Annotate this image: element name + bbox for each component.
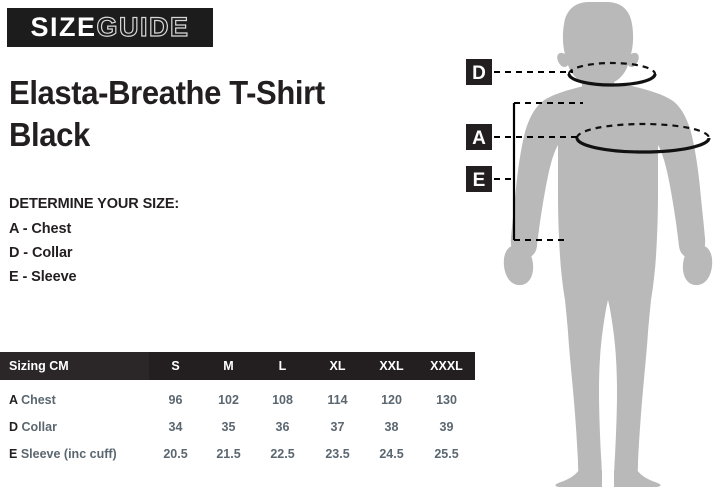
size-table: Sizing CM S M L XL XXL XXXL A Chest 96 1… <box>0 352 475 467</box>
chest-measure-ellipse <box>575 122 711 154</box>
legend-item-chest: A - Chest <box>9 221 72 237</box>
logo-outline-word: GUIDE <box>96 12 190 42</box>
badge-letter-d: D <box>472 63 486 84</box>
cell-sleeve-xxxl: 25.5 <box>418 440 475 467</box>
collar-measure-ellipse <box>567 61 657 87</box>
table-row: D Collar 34 35 36 37 38 39 <box>0 413 475 440</box>
row-label-sleeve: E Sleeve (inc cuff) <box>0 440 149 467</box>
cell-sleeve-l: 22.5 <box>255 440 310 467</box>
table-header-xxxl: XXXL <box>418 352 475 380</box>
table-header-row: Sizing CM S M L XL XXL XXXL <box>0 352 475 380</box>
row-letter-a: A <box>9 392 18 407</box>
table-header-sizing-cm: Sizing CM <box>0 352 149 380</box>
table-row: E Sleeve (inc cuff) 20.5 21.5 22.5 23.5 … <box>0 440 475 467</box>
size-guide-logo-banner: SIZEGUIDE <box>7 8 213 47</box>
size-table-grid: Sizing CM S M L XL XXL XXXL A Chest 96 1… <box>0 352 475 467</box>
cell-chest-xxxl: 130 <box>418 380 475 413</box>
logo-text: SIZEGUIDE <box>30 12 190 42</box>
cell-chest-m: 102 <box>202 380 255 413</box>
row-label-collar: D Collar <box>0 413 149 440</box>
badge-letter-a: A <box>472 128 486 149</box>
cell-sleeve-xxl: 24.5 <box>365 440 418 467</box>
badge-letter-e: E <box>473 170 486 191</box>
table-header-l: L <box>255 352 310 380</box>
cell-collar-l: 36 <box>255 413 310 440</box>
size-table-head: Sizing CM S M L XL XXL XXXL <box>0 352 475 380</box>
cell-sleeve-s: 20.5 <box>149 440 202 467</box>
cell-sleeve-xl: 23.5 <box>310 440 365 467</box>
body-measurement-diagram: D A E <box>455 0 719 488</box>
legend-item-sleeve: E - Sleeve <box>9 269 77 285</box>
cell-collar-m: 35 <box>202 413 255 440</box>
size-table-body: A Chest 96 102 108 114 120 130 D Collar … <box>0 380 475 467</box>
cell-collar-xl: 37 <box>310 413 365 440</box>
logo-solid-word: SIZE <box>30 12 97 42</box>
badge-e-sleeve: E <box>466 166 514 192</box>
legend-item-collar: D - Collar <box>9 245 73 261</box>
row-letter-d: D <box>9 419 19 434</box>
row-name-sleeve: Sleeve (inc cuff) <box>20 446 117 461</box>
cell-sleeve-m: 21.5 <box>202 440 255 467</box>
row-name-collar: Collar <box>21 419 57 434</box>
page-title: Elasta-Breathe T-Shirt Black <box>9 74 325 153</box>
table-header-xl: XL <box>310 352 365 380</box>
row-label-chest: A Chest <box>0 380 149 413</box>
cell-collar-s: 34 <box>149 413 202 440</box>
cell-chest-l: 108 <box>255 380 310 413</box>
badge-d-collar: D <box>466 59 573 85</box>
table-row: A Chest 96 102 108 114 120 130 <box>0 380 475 413</box>
determine-size-block: DETERMINE YOUR SIZE: A - Chest D - Colla… <box>9 196 309 293</box>
cell-collar-xxl: 38 <box>365 413 418 440</box>
male-silhouette-icon <box>503 2 713 487</box>
row-letter-e: E <box>9 446 18 461</box>
badge-a-chest: A <box>466 124 581 150</box>
determine-size-heading: DETERMINE YOUR SIZE: <box>9 196 180 212</box>
cell-chest-xl: 114 <box>310 380 365 413</box>
table-header-m: M <box>202 352 255 380</box>
table-header-xxl: XXL <box>365 352 418 380</box>
cell-chest-xxl: 120 <box>365 380 418 413</box>
cell-chest-s: 96 <box>149 380 202 413</box>
sleeve-length-bracket <box>512 102 583 241</box>
cell-collar-xxxl: 39 <box>418 413 475 440</box>
table-header-s: S <box>149 352 202 380</box>
row-name-chest: Chest <box>21 392 56 407</box>
